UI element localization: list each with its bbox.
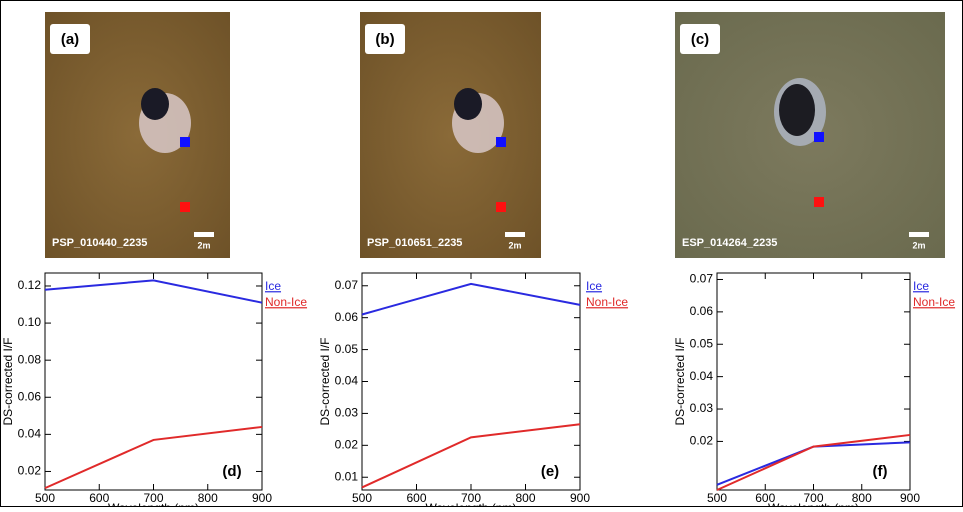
- legend-entry: Ice: [586, 279, 602, 293]
- crater-shadow: [454, 88, 482, 120]
- panel-annotation: (d): [222, 463, 241, 480]
- scale-bar: [909, 232, 929, 237]
- non-ice-marker: [814, 197, 824, 207]
- y-tick-label: 0.03: [690, 401, 714, 415]
- x-tick-label: 600: [406, 491, 426, 505]
- y-tick-label: 0.08: [18, 352, 42, 366]
- panel-annotation: (f): [873, 463, 888, 480]
- scale-bar: [194, 232, 214, 237]
- x-axis-label: Wavelength (nm): [426, 501, 517, 507]
- y-tick-label: 0.10: [18, 315, 42, 329]
- x-axis-label: Wavelength (nm): [768, 501, 859, 507]
- panel-label: (c): [691, 31, 709, 48]
- scale-label: 2m: [197, 240, 210, 250]
- y-tick-label: 0.07: [690, 272, 714, 286]
- panel-label: (b): [375, 31, 394, 48]
- crater-shadow: [779, 84, 815, 136]
- y-tick-label: 0.04: [18, 427, 42, 441]
- y-tick-label: 0.06: [690, 304, 714, 318]
- ice-marker: [180, 137, 190, 147]
- y-tick-label: 0.05: [690, 336, 714, 350]
- x-tick-label: 800: [515, 491, 535, 505]
- legend-entry: Ice: [265, 279, 281, 293]
- y-tick-label: 0.12: [18, 278, 42, 292]
- x-tick-label: 500: [352, 491, 372, 505]
- ice-marker: [496, 137, 506, 147]
- x-tick-label: 900: [900, 491, 920, 505]
- x-tick-label: 900: [570, 491, 590, 505]
- plot-area: [45, 273, 262, 490]
- y-axis-label: DS-corrected I/F: [673, 337, 687, 425]
- legend-entry: Ice: [913, 279, 929, 293]
- scale-bar: [505, 232, 525, 237]
- y-axis-label: DS-corrected I/F: [318, 337, 332, 425]
- y-tick-label: 0.03: [335, 406, 359, 420]
- x-tick-label: 500: [35, 491, 55, 505]
- x-tick-label: 900: [252, 491, 272, 505]
- legend-entry: Non-Ice: [265, 295, 307, 309]
- scale-label: 2m: [912, 240, 925, 250]
- y-tick-label: 0.04: [335, 374, 359, 388]
- image-id: PSP_010651_2235: [367, 237, 462, 249]
- x-tick-label: 500: [707, 491, 727, 505]
- image-id: ESP_014264_2235: [682, 237, 777, 249]
- y-tick-label: 0.02: [690, 434, 714, 448]
- figure: (a) PSP_010440_2235 2m (b) PSP_010651_2235 2m…: [0, 0, 963, 507]
- non-ice-marker: [180, 202, 190, 212]
- scale-label: 2m: [508, 240, 521, 250]
- panel-label: (a): [61, 31, 79, 48]
- y-tick-label: 0.02: [18, 464, 42, 478]
- y-tick-label: 0.06: [335, 310, 359, 324]
- x-axis-label: Wavelength (nm): [108, 501, 199, 507]
- x-tick-label: 800: [198, 491, 218, 505]
- x-tick-label: 600: [89, 491, 109, 505]
- y-tick-label: 0.06: [18, 389, 42, 403]
- y-tick-label: 0.05: [335, 342, 359, 356]
- panel-annotation: (e): [541, 463, 559, 480]
- y-tick-label: 0.04: [690, 369, 714, 383]
- crater-shadow: [141, 88, 169, 120]
- y-tick-label: 0.01: [335, 469, 359, 483]
- non-ice-marker: [496, 202, 506, 212]
- y-axis-label: DS-corrected I/F: [1, 337, 15, 425]
- plot-area: [717, 273, 910, 490]
- ice-marker: [814, 132, 824, 142]
- legend-entry: Non-Ice: [913, 295, 955, 309]
- legend-entry: Non-Ice: [586, 295, 628, 309]
- y-tick-label: 0.07: [335, 278, 359, 292]
- image-id: PSP_010440_2235: [52, 237, 147, 249]
- y-tick-label: 0.02: [335, 437, 359, 451]
